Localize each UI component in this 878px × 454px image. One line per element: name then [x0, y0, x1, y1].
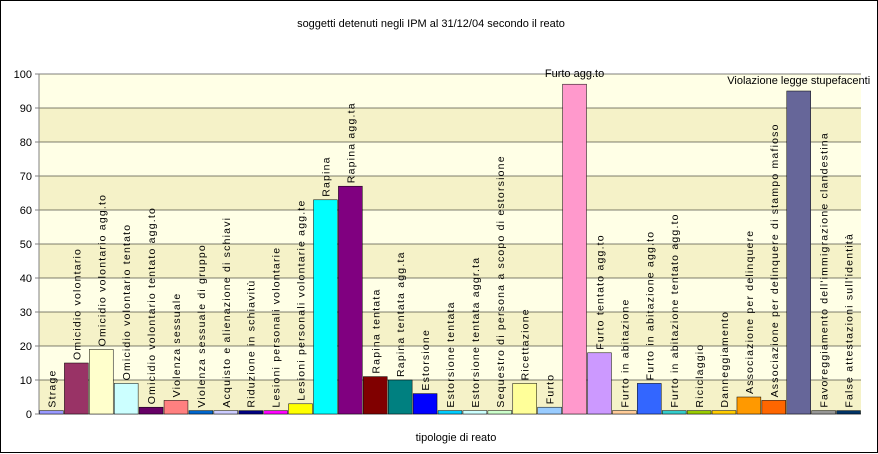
plot-band [39, 142, 861, 176]
bar [163, 400, 189, 415]
bar [113, 383, 139, 415]
plot-band [39, 108, 861, 142]
bar [686, 410, 712, 415]
bar-label: Furto tentato agg.to [594, 234, 606, 350]
bar-label: Omicidio volontario tentato agg.to [146, 207, 158, 404]
y-tick-label: 50 [20, 239, 32, 251]
bar [711, 410, 737, 415]
bar-label: Strage [46, 369, 58, 407]
bar [188, 410, 214, 415]
plot-band [39, 278, 861, 312]
bar-label: Riduzione in schiavitù [246, 280, 258, 408]
bar [313, 199, 338, 415]
plot-band [39, 210, 861, 244]
y-tick-label: 80 [20, 137, 32, 149]
bar-label: Favoreggiamento dell'immigrazione clande… [819, 132, 831, 407]
bar [811, 410, 836, 415]
bar-label: Furto in abitazione [619, 298, 631, 407]
chart-title: soggetti detenuti negli IPM al 31/12/04 … [297, 18, 565, 30]
bars [39, 83, 861, 415]
bar-annotation: Furto agg.to [545, 68, 604, 80]
y-tick-label: 100 [14, 69, 32, 81]
bar [288, 403, 313, 415]
y-tick-label: 40 [20, 273, 32, 285]
plot-band [39, 346, 861, 380]
bar-label: Furto [545, 374, 557, 405]
bar-label: Omicidio volontario [71, 248, 83, 360]
bar-label: Furto in abitazione agg.to [644, 231, 656, 381]
bar-label: Rapina agg.ta [345, 102, 357, 183]
plot-band [39, 176, 861, 210]
bar [637, 383, 662, 415]
bar [836, 410, 861, 415]
y-tick-label: 10 [20, 375, 32, 387]
bar [612, 410, 637, 415]
plot-band [39, 244, 861, 278]
bar [263, 410, 288, 415]
bar-label: Rapina [320, 156, 332, 196]
bar [89, 349, 114, 415]
bar-labels: Strage Omicidio volontario Omicidio volont… [46, 102, 855, 407]
bar-label: Riciclaggio [694, 344, 706, 408]
bar-label: Estorsione tentata aggr.ta [470, 257, 482, 408]
bar-label: False attestazioni sull'identità [844, 233, 856, 408]
bar [537, 406, 562, 415]
bar [437, 410, 463, 415]
bar-label: Estorsione tentata [445, 301, 457, 407]
bar-label: Rapina tentata [370, 288, 382, 373]
bar [661, 410, 687, 415]
bar [138, 406, 164, 415]
bar-label: Estorsione [420, 329, 432, 391]
y-tick-label: 30 [20, 307, 32, 319]
bar [238, 410, 263, 415]
bar [213, 410, 239, 415]
bar-label: Associazione per delinquere di stampo ma… [769, 123, 781, 397]
y-tick-label: 20 [20, 341, 32, 353]
y-tick-label: 0 [26, 409, 32, 421]
bar [786, 90, 811, 415]
bar [387, 379, 413, 415]
bar [562, 83, 587, 415]
bar-label: Lesioni personali volontarie agg.te [296, 199, 308, 400]
bar [64, 362, 89, 415]
bar-label: Lesioni personali volontarie [271, 247, 283, 408]
bar-label: Associazione per delinquere [744, 230, 756, 394]
bar-label: Sequestro di persona a scopo di estorsio… [495, 155, 507, 407]
bar [39, 410, 64, 415]
bar-label: Omicidio volontario agg.to [96, 194, 108, 347]
bar [761, 400, 787, 415]
bar [363, 376, 388, 415]
y-tick-label: 90 [20, 103, 32, 115]
bar-label: Ricettazione [520, 308, 532, 380]
gridlines [39, 73, 861, 381]
bar-annotation: Violazione legge stupefacenti [727, 75, 870, 87]
bar-label: Danneggiamento [719, 311, 731, 408]
bar-label: Acquisto e alienazione di schiavi [221, 217, 233, 408]
bar [736, 396, 762, 415]
y-tick-label: 60 [20, 205, 32, 217]
bar-label: Violenza sessuale [171, 293, 183, 398]
bar [338, 185, 363, 415]
y-tick-label: 70 [20, 171, 32, 183]
bar [512, 383, 537, 415]
plot-band [39, 312, 861, 346]
bar [487, 410, 513, 415]
bar-label: Omicidio volontario tentato [121, 224, 133, 381]
bar [462, 410, 488, 415]
bar-label: Violenza sessuale di gruppo [196, 244, 208, 408]
bar-label: Rapina tentata agg.ta [395, 251, 407, 377]
bar-label: Furto in abitazione tentato agg.to [669, 213, 681, 407]
annotations: Furto agg.to Violazione legge stupefacent… [545, 68, 870, 87]
plot-background [39, 74, 861, 414]
bar [412, 393, 438, 415]
bar [587, 352, 612, 415]
plot-band [39, 74, 861, 108]
x-axis-title: tipologie di reato [416, 432, 497, 444]
